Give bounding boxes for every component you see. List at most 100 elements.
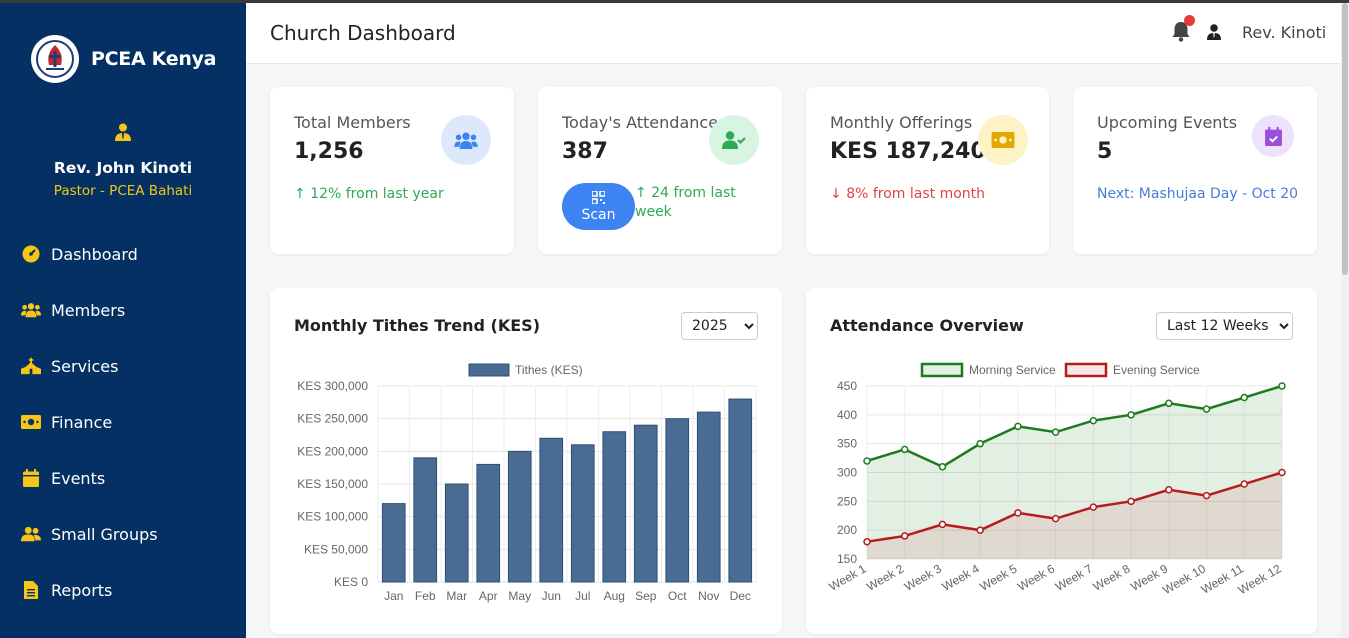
data-point [976,526,984,534]
profile-role: Pastor - PCEA Bahati [53,183,193,199]
x-tick-label: May [508,589,531,603]
series-line [866,384,1283,469]
data-point [863,537,871,546]
upcoming-events-card: Upcoming Events 5 Next: Mashujaa Day - O… [1073,87,1317,254]
total-members-card: Total Members 1,256 ↑ 12% from last year [270,87,514,254]
x-tick-label: Dec [730,589,751,603]
scan-button[interactable]: Scan [562,183,635,230]
brand[interactable]: PCEA Kenya [31,35,216,83]
data-point [1240,393,1249,402]
y-tick-label: 400 [837,408,857,422]
qrcode-icon [592,190,605,204]
tithes-bar-chart: Tithes (KES) KES 0 KES 50,000 KES 100,000 KE… [297,363,757,603]
data-point [1240,480,1249,488]
x-tick-label: Feb [415,589,436,603]
sidebar-item-services[interactable]: Services [0,338,246,394]
x-tick-label: Oct [668,589,687,603]
profile-name: Rev. John Kinoti [53,159,193,177]
sidebar-item-finance[interactable]: Finance [0,394,246,450]
data-point [1051,428,1060,436]
scan-button-label: Scan [581,206,616,223]
header-user-name[interactable]: Rev. Kinoti [1242,23,1327,42]
notification-bell-icon[interactable] [1171,20,1191,46]
year-select[interactable]: 2025 [681,312,758,340]
users-icon [21,300,41,320]
x-tick-label: Week 4 [940,561,982,594]
user-tie-icon [115,123,131,141]
x-tick-label: Apr [479,589,498,603]
x-tick-label: Week 5 [977,561,1019,594]
data-point [863,457,871,465]
bar [507,450,532,583]
y-tick-label: KES 300,000 [297,379,368,393]
attendance-chart-card: Attendance Overview Last 12 Weeks Mornin… [806,288,1317,634]
data-point [1202,405,1211,413]
sidebar-item-events[interactable]: Events [0,450,246,506]
bar [539,437,564,583]
x-tick-label: Week 6 [1015,561,1057,594]
bar [413,457,438,583]
arrow-down-icon: ↓ [830,186,842,202]
x-tick-label: Week 8 [1091,561,1133,594]
data-point [1202,491,1211,500]
calendar-check-icon [1252,115,1294,157]
brand-name: PCEA Kenya [91,48,217,70]
y-tick-label: 450 [837,379,857,393]
x-tick-label: Week 2 [864,561,906,594]
period-select[interactable]: Last 12 Weeks [1156,312,1293,340]
legend-swatch [1064,362,1108,378]
monthly-offerings-card: Monthly Offerings KES 187,240 ↓ 8% from … [806,87,1049,254]
user-icon[interactable] [1207,24,1221,44]
data-point [938,520,947,529]
stat-label: Total Members [294,113,411,132]
data-point [1089,503,1098,511]
data-point [1165,399,1173,408]
sidebar-item-members[interactable]: Members [0,282,246,338]
chart-title: Attendance Overview [830,316,1024,335]
y-tick-label: KES 50,000 [304,542,368,556]
y-tick-label: 200 [837,523,857,537]
arrow-up-icon: ↑ [635,185,647,201]
chart-title: Monthly Tithes Trend (KES) [294,316,540,335]
bar [381,503,406,583]
x-tick-label: Aug [604,589,625,603]
data-point [900,445,909,454]
sidebar-item-dashboard[interactable]: Dashboard [0,226,246,282]
legend-label: Tithes (KES) [515,363,583,377]
stat-change: ↑ 24 from last week [635,185,736,220]
sidebar: PCEA Kenya Rev. John Kinoti Pastor - PCE… [0,3,246,638]
bar [444,483,469,583]
sidebar-item-small-groups[interactable]: Small Groups [0,506,246,562]
user-profile: Rev. John Kinoti Pastor - PCEA Bahati [0,123,246,199]
legend-swatch [920,362,964,378]
file-icon [21,580,41,600]
sidebar-item-reports[interactable]: Reports [0,562,246,618]
attendance-line-chart: Morning Service Evening Service 150 200 250 3… [826,362,1286,597]
stat-label: Upcoming Events [1097,113,1238,132]
gauge-icon [21,244,41,264]
data-point [976,439,984,448]
sidebar-item-label: Dashboard [51,244,138,264]
data-point [1278,382,1286,390]
legend-label: Morning Service [969,363,1056,377]
church-logo [31,35,79,83]
window-top-border [0,0,1349,3]
user-check-icon [709,115,759,165]
sidebar-item-label: Services [51,356,119,376]
legend-label: Evening Service [1113,363,1200,377]
users-icon [441,115,491,165]
next-event-link[interactable]: Next: Mashujaa Day - Oct 20 [1097,186,1299,202]
bar [696,411,721,583]
church-icon [21,356,41,376]
page-scrollbar[interactable] [1341,3,1349,638]
data-point [1014,509,1022,517]
y-tick-label: 150 [837,552,857,566]
y-tick-label: KES 100,000 [297,510,368,524]
sidebar-item-label: Members [51,300,126,320]
scrollbar-thumb[interactable] [1342,3,1348,275]
y-tick-label: KES 250,000 [297,412,368,426]
data-point [938,462,947,471]
money-icon [21,412,41,432]
bar [570,444,595,583]
stat-value: KES 187,240 [830,139,986,164]
